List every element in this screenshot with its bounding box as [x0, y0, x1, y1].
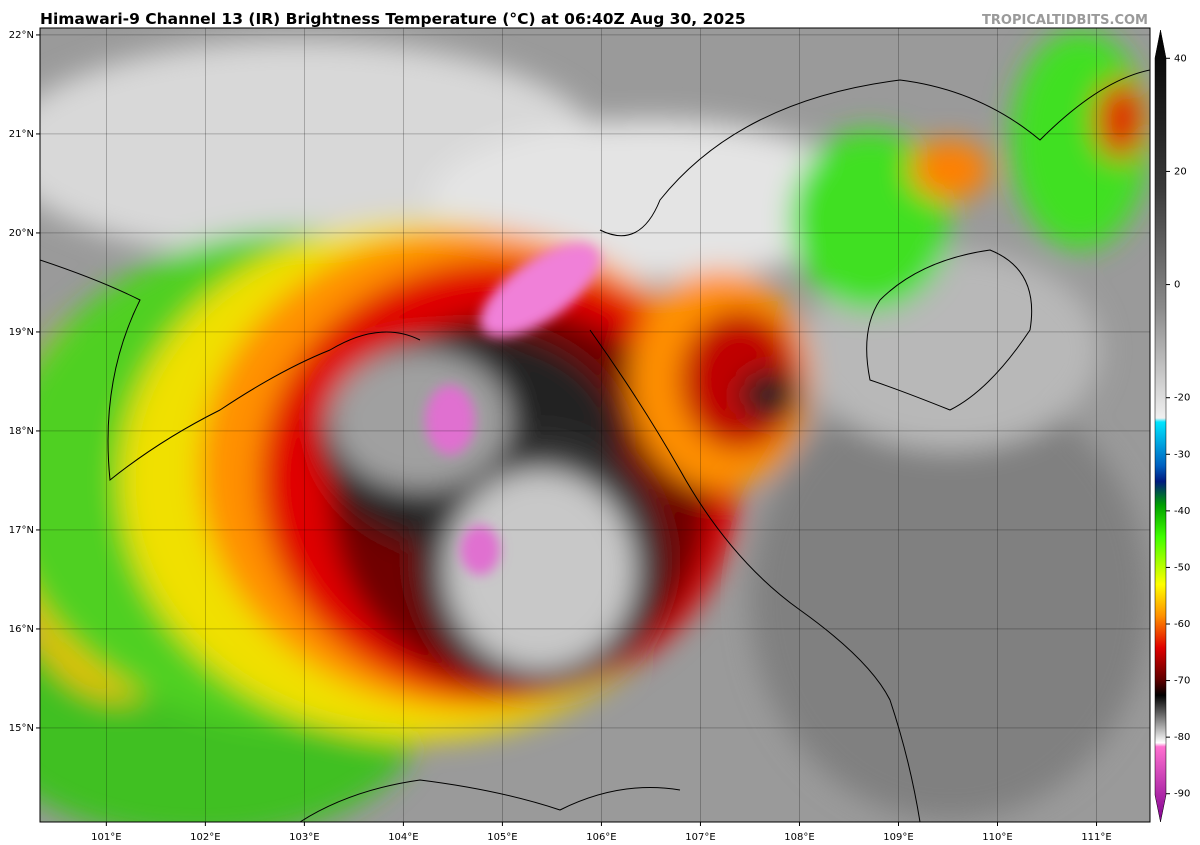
map-frame: [39, 27, 1151, 823]
lon-tick-label: 104°E: [388, 832, 418, 843]
colorbar-tick-label: -50: [1174, 562, 1190, 573]
lon-tick-label: 101°E: [91, 832, 121, 843]
cloud-fields: [40, 30, 1150, 822]
coastlines: [40, 69, 1150, 822]
colorbar: [1154, 29, 1167, 823]
lat-tick-label: 22°N: [9, 30, 34, 41]
colorbar-tick-label: -40: [1174, 506, 1190, 517]
colorbar-tick-label: -30: [1174, 449, 1190, 460]
colorbar-tick-label: -60: [1174, 619, 1190, 630]
lon-tick-label: 106°E: [586, 832, 616, 843]
colorbar-tick-label: 20: [1174, 166, 1187, 177]
lat-tick-label: 16°N: [9, 624, 34, 635]
cold-cloud-tops: [425, 242, 600, 575]
colorbar-tick-label: -90: [1174, 789, 1190, 800]
lat-tick-label: 20°N: [9, 228, 34, 239]
lon-tick-label: 107°E: [685, 832, 715, 843]
credit: TROPICALTIDBITS.COM: [982, 13, 1148, 28]
lat-tick-label: 15°N: [9, 723, 34, 734]
colorbar-tick-label: -70: [1174, 676, 1190, 687]
colorbar-tick-label: -80: [1174, 732, 1190, 743]
lat-tick-label: 17°N: [9, 525, 34, 536]
lon-tick-label: 111°E: [1081, 832, 1111, 843]
satellite-imagery: [40, 28, 1150, 822]
lon-tick-label: 102°E: [190, 832, 220, 843]
lon-tick-label: 110°E: [982, 832, 1012, 843]
lon-tick-label: 108°E: [784, 832, 814, 843]
lon-tick-label: 105°E: [487, 832, 517, 843]
lon-tick-label: 109°E: [883, 832, 913, 843]
colorbar-tick-label: -20: [1174, 393, 1190, 404]
colorbar-tick-label: 0: [1174, 280, 1180, 291]
map-title: Himawari-9 Channel 13 (IR) Brightness Te…: [40, 10, 746, 28]
graticule: [40, 28, 1150, 822]
lat-tick-label: 19°N: [9, 327, 34, 338]
lat-tick-label: 21°N: [9, 129, 34, 140]
lon-tick-label: 103°E: [289, 832, 319, 843]
lat-tick-label: 18°N: [9, 426, 34, 437]
colorbar-tick-label: 40: [1174, 53, 1187, 64]
